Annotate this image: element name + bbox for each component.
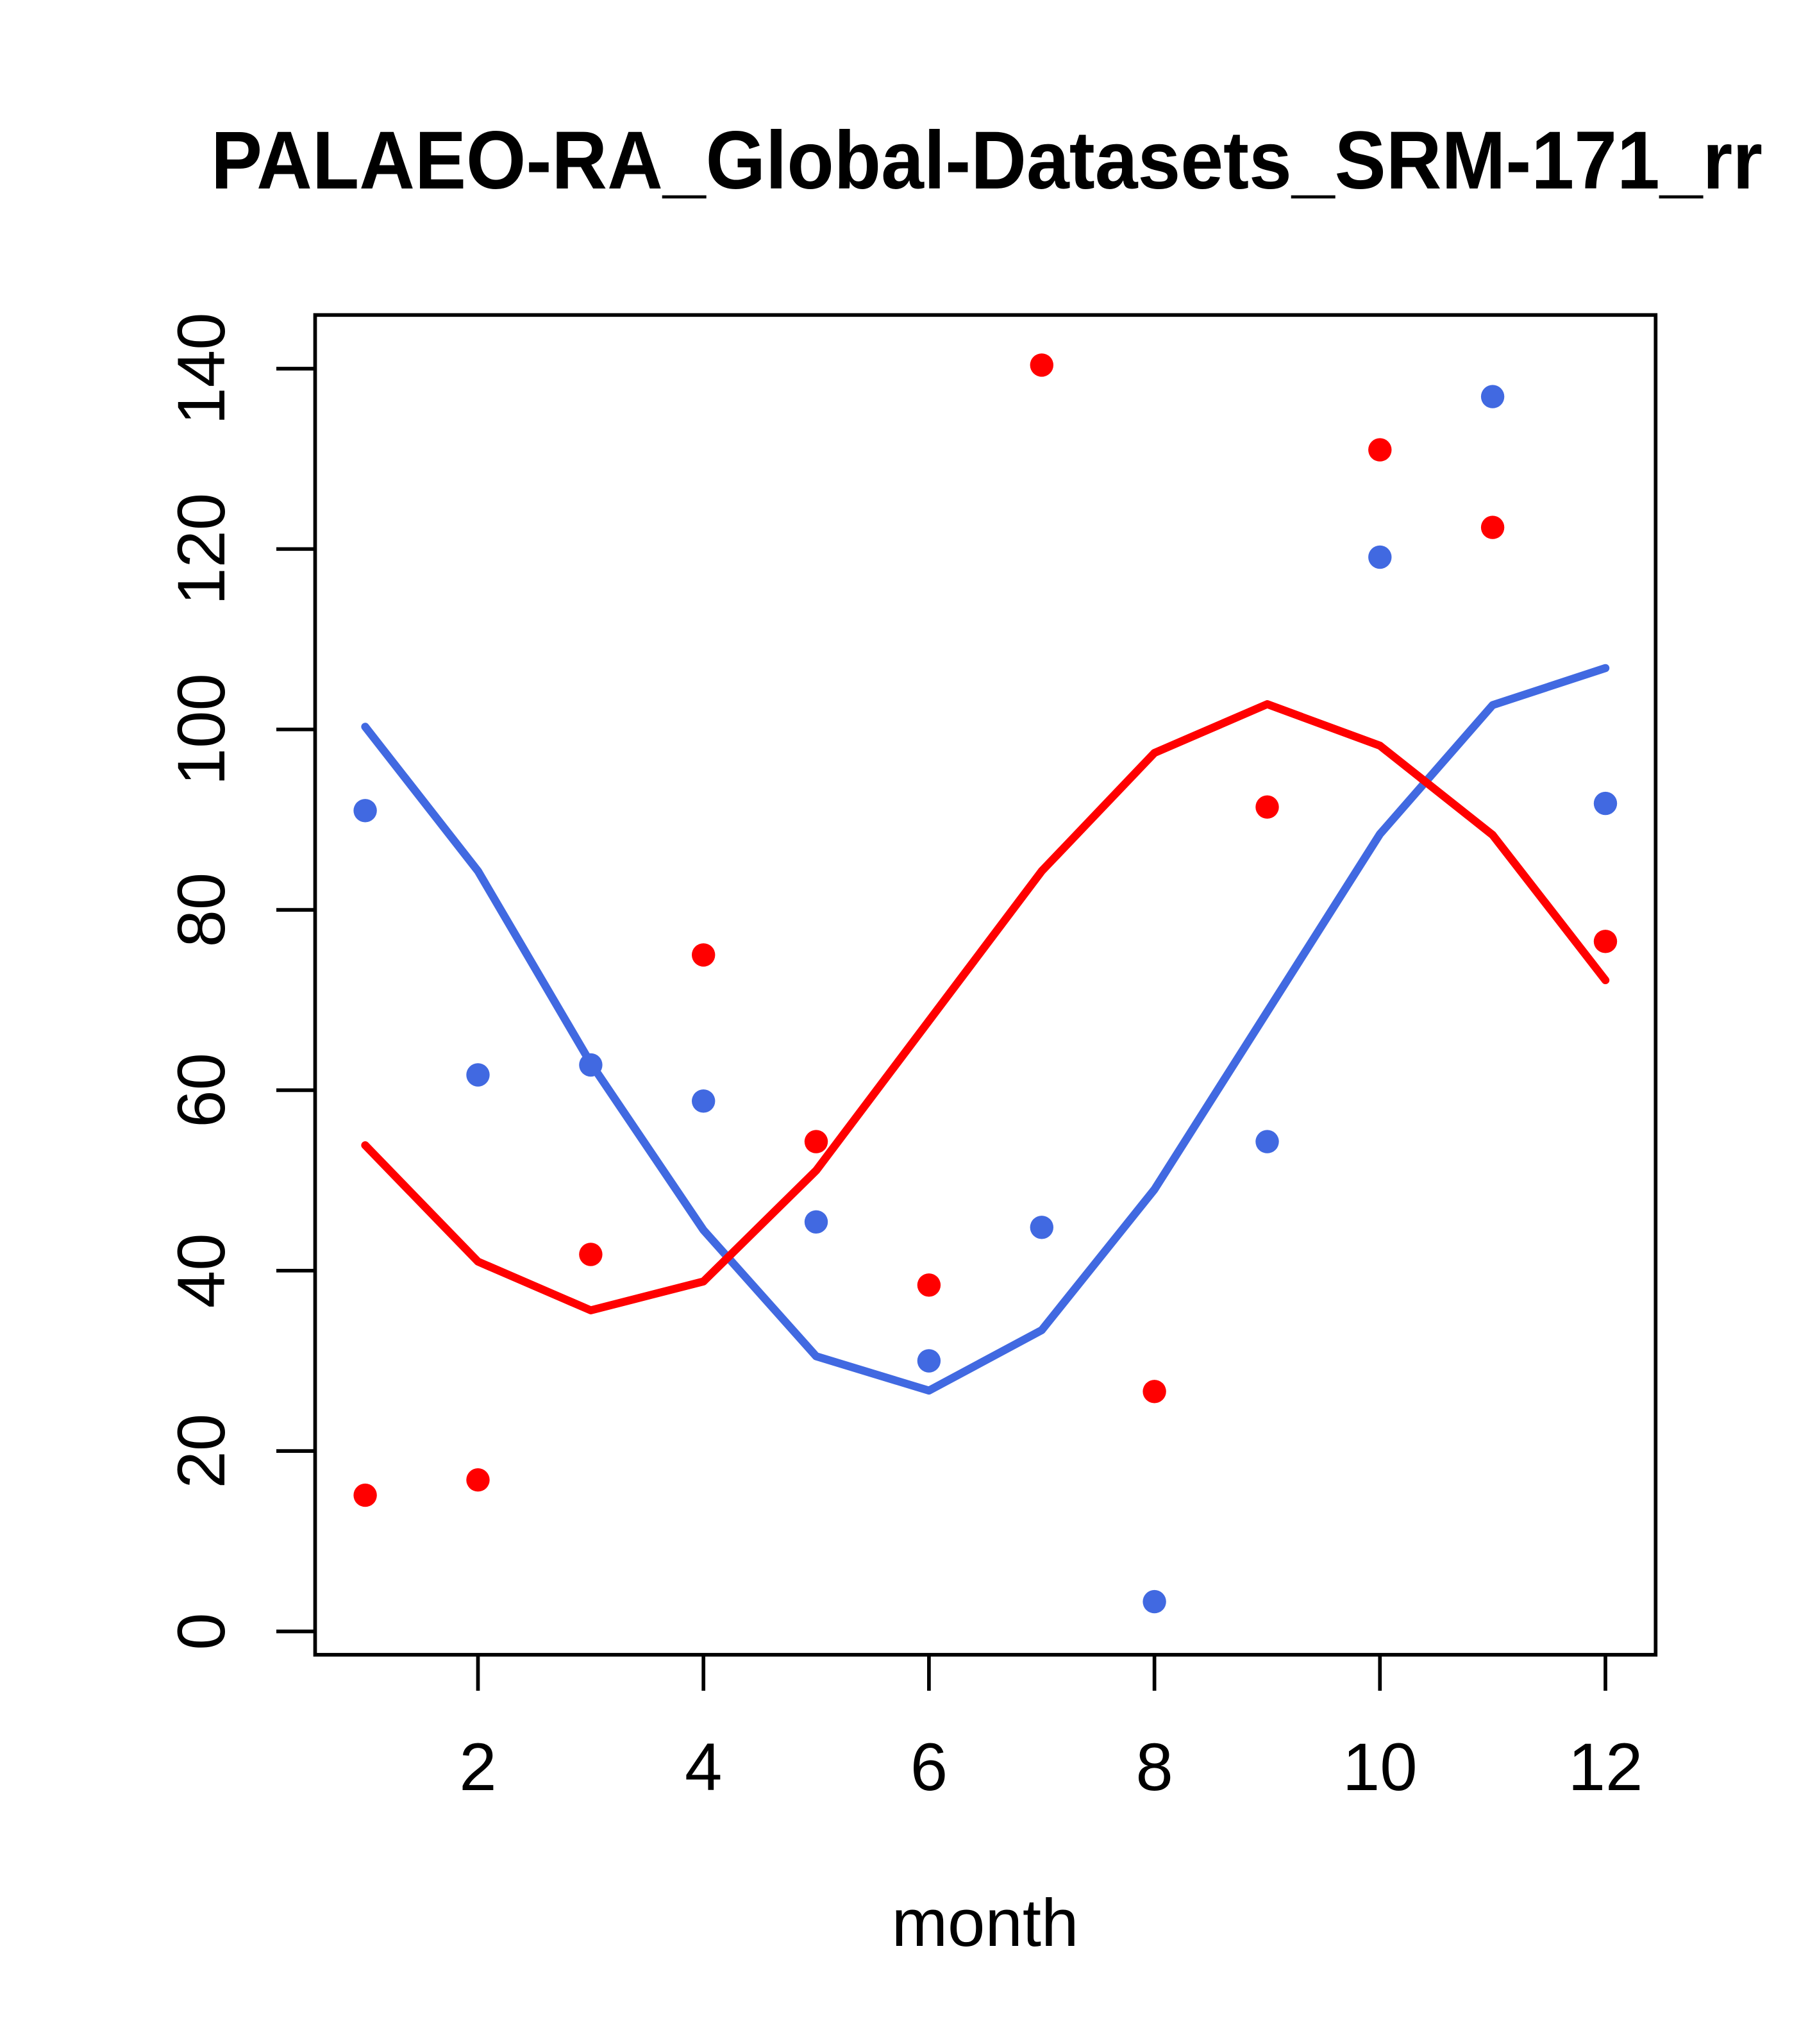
svg-text:100: 100 [164,673,239,785]
svg-text:0: 0 [164,1613,239,1650]
svg-text:10: 10 [1343,1730,1418,1805]
svg-text:20: 20 [164,1414,239,1489]
svg-text:6: 6 [910,1730,948,1805]
svg-text:140: 140 [164,312,239,424]
svg-text:40: 40 [164,1233,239,1308]
svg-text:120: 120 [164,493,239,605]
svg-text:80: 80 [164,873,239,948]
svg-text:60: 60 [164,1053,239,1128]
svg-text:4: 4 [685,1730,722,1805]
svg-text:month: month [892,1886,1079,1961]
svg-text:2: 2 [459,1730,496,1805]
svg-text:8: 8 [1135,1730,1173,1805]
svg-text:PALAEO-RA_Global-Datasets_SRM-: PALAEO-RA_Global-Datasets_SRM-171_rr [211,115,1763,206]
svg-text:12: 12 [1568,1730,1643,1805]
